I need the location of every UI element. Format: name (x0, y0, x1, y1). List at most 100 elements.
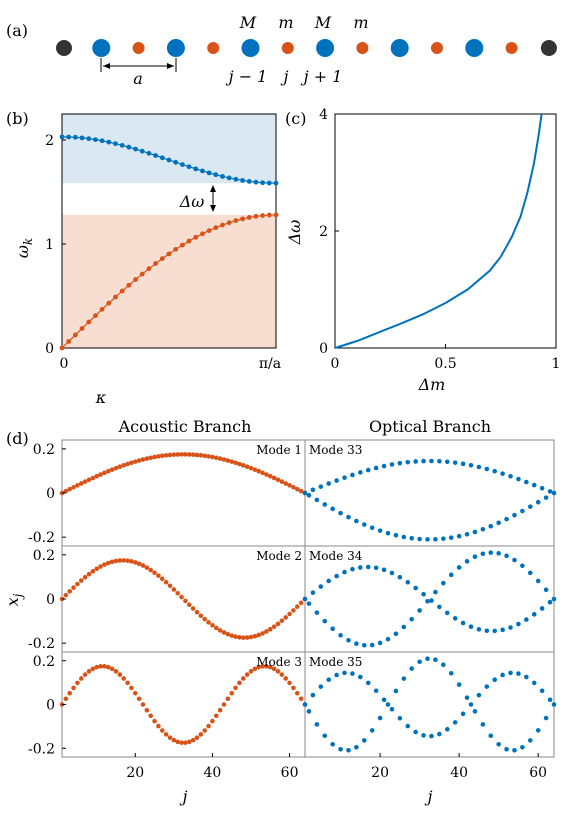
acoustic-mode-point (298, 600, 304, 606)
acoustic-mode-point (167, 452, 173, 458)
acoustic-mode-point (217, 707, 223, 713)
acoustic-branch-point (153, 261, 159, 266)
acoustic-branch-point (126, 282, 132, 288)
acoustic-mode-label: Mode 1 (256, 443, 302, 457)
d-ytick-label: -0.2 (28, 741, 55, 757)
optical-mode-point (543, 495, 549, 500)
panel-label-c: (c) (285, 109, 306, 128)
acoustic-branch-point (200, 231, 205, 237)
acoustic-mode-point (152, 454, 157, 460)
acoustic-mode-point (202, 728, 208, 733)
acoustic-mode-point (152, 718, 157, 724)
d-ytick-label: 0.2 (33, 548, 55, 564)
index-label-j: j (281, 67, 289, 86)
acoustic-mode-point (67, 486, 73, 492)
acoustic-mode-point (237, 461, 242, 467)
acoustic-mode-point (105, 468, 111, 474)
optical-mode-point (421, 591, 426, 597)
acoustic-branch-point (72, 332, 78, 338)
optical-mode-point (330, 741, 335, 747)
acoustic-mode-point (206, 454, 211, 459)
optical-mode-point (496, 741, 501, 747)
acoustic-mode-point (298, 488, 304, 494)
optical-branch-point (113, 141, 118, 147)
acoustic-mode-point (244, 635, 250, 640)
optical-mode-point (444, 459, 450, 465)
optical-mode-point (326, 578, 332, 584)
optical-mode-point (456, 565, 462, 570)
acoustic-mode-point (175, 452, 181, 457)
optical-mode-point (393, 631, 399, 637)
acoustic-mode-point (210, 622, 215, 628)
acoustic-mode-point (63, 696, 69, 702)
c-xtick-label: 0 (331, 356, 340, 372)
optical-mode-point (433, 657, 438, 663)
optical-mode-point (448, 572, 454, 578)
optical-mode-point (524, 479, 529, 485)
optical-mode-point (326, 481, 332, 486)
optical-mode-point (306, 709, 312, 714)
optical-mode-point (437, 731, 442, 737)
acoustic-branch-point (79, 326, 85, 331)
optical-mode-point (302, 596, 308, 602)
acoustic-mode-point (186, 602, 192, 608)
acoustic-mode-point (294, 690, 300, 696)
acoustic-mode-point (156, 723, 161, 729)
acoustic-mode-point (248, 669, 254, 674)
panel-c: (c) 0 2 4 0 0.5 1 Δm Δω (285, 107, 560, 394)
acoustic-branch-title: Acoustic Branch (118, 417, 252, 436)
acoustic-mode-point (109, 467, 115, 472)
optical-mode-point (429, 733, 434, 739)
acoustic-mode-point (129, 460, 134, 466)
acoustic-branch-point (206, 228, 212, 233)
optical-mode-point (342, 475, 347, 480)
acoustic-mode-point (190, 737, 196, 743)
acoustic-mode-point (225, 631, 231, 637)
panel-label-b: (b) (6, 109, 29, 128)
optical-mode-point (520, 563, 525, 569)
optical-mode-point (504, 516, 509, 522)
acoustic-mode-point (67, 589, 73, 594)
optical-mode-point (334, 672, 339, 678)
optical-mode-point (500, 627, 505, 633)
optical-mode-point (425, 656, 430, 661)
optical-mode-point (452, 460, 458, 465)
acoustic-mode-point (136, 561, 142, 567)
acoustic-mode-point (194, 609, 200, 615)
acoustic-mode-point (287, 483, 292, 488)
acoustic-mode-point (264, 629, 269, 634)
optical-mode-point (472, 554, 478, 560)
optical-mode-point (318, 484, 324, 489)
acoustic-mode-point (121, 676, 127, 681)
optical-mode-point (433, 536, 438, 542)
acoustic-mode-point (267, 664, 273, 670)
c-xtick-label: 1 (552, 356, 561, 372)
acoustic-mode-point (256, 632, 262, 638)
optical-mode-point (413, 459, 418, 464)
optical-mode-point (531, 680, 537, 686)
optical-mode-point (508, 625, 513, 630)
optical-branch-point (273, 180, 279, 186)
acoustic-mode-point (221, 702, 227, 707)
gap-annotation: Δω (179, 192, 205, 211)
acoustic-mode-point (256, 468, 262, 474)
acoustic-branch-point (186, 238, 192, 244)
b-axes-box (61, 113, 277, 349)
optical-branch-title: Optical Branch (369, 417, 491, 436)
optical-mode-point (452, 720, 458, 725)
acoustic-branch-point (166, 251, 172, 257)
optical-mode-point (361, 738, 367, 743)
optical-mode-point (389, 462, 395, 467)
chain-mass-light (281, 42, 294, 54)
acoustic-mode-point (260, 470, 265, 476)
optical-mode-point (381, 463, 387, 469)
optical-branch-point (119, 142, 125, 148)
optical-mode-point (460, 711, 466, 717)
acoustic-mode-point (98, 664, 103, 669)
optical-mode-point (492, 468, 498, 474)
optical-branch-point (72, 134, 78, 140)
b-xtick-label: π/a (259, 356, 281, 372)
optical-mode-point (480, 722, 486, 727)
optical-mode-point (361, 642, 367, 648)
c-ytick-label: 2 (319, 224, 328, 240)
